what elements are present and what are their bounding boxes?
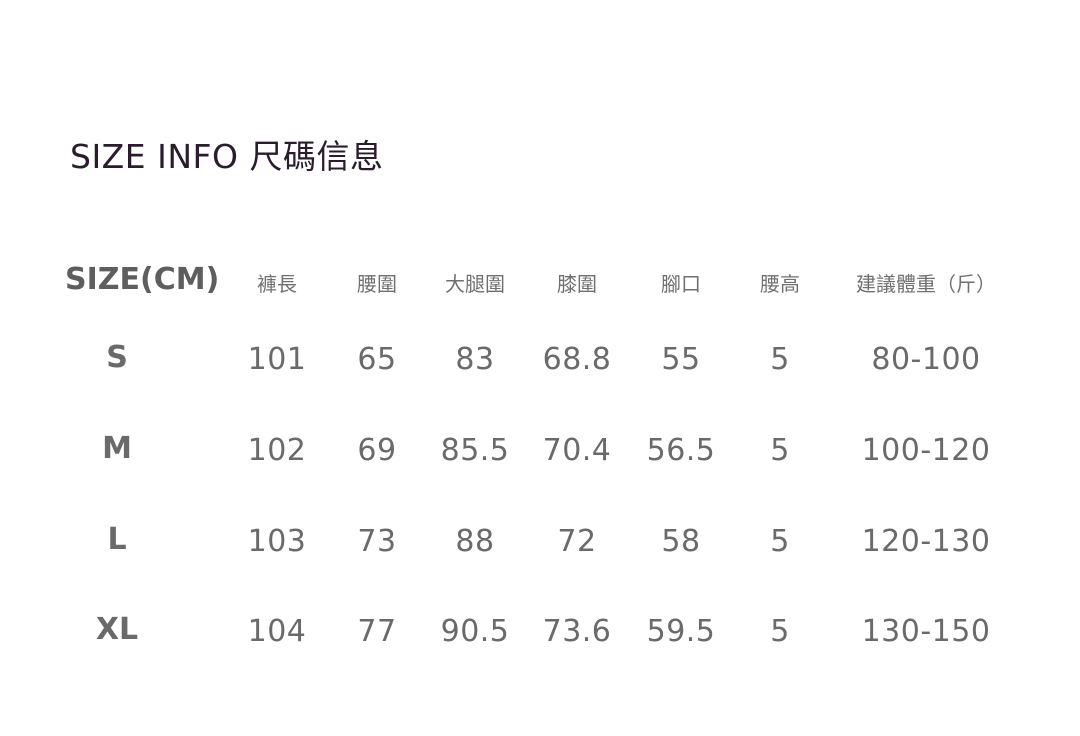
column-header-thigh: 大腿圍 bbox=[445, 272, 505, 296]
column-header-rise: 腰高 bbox=[760, 272, 800, 296]
table-cell: 72 bbox=[557, 524, 597, 559]
table-cell: 58 bbox=[661, 524, 701, 559]
table-row: L 103 73 88 72 58 5 120-130 bbox=[0, 522, 1080, 562]
table-cell: 100-120 bbox=[861, 433, 991, 468]
table-cell: 56.5 bbox=[646, 433, 716, 468]
table-cell: 65 bbox=[357, 342, 397, 377]
table-row: S 101 65 83 68.8 55 5 80-100 bbox=[0, 340, 1080, 380]
table-cell: 68.8 bbox=[542, 342, 612, 377]
table-cell: 102 bbox=[247, 433, 307, 468]
table-header-row: SIZE(CM) 褲長 腰圍 大腿圍 膝圍 腳口 腰高 建議體重（斤） bbox=[0, 262, 1080, 302]
table-cell: 69 bbox=[357, 433, 397, 468]
table-cell: 77 bbox=[357, 614, 397, 649]
table-cell: 73.6 bbox=[542, 614, 612, 649]
column-header-pants-length: 褲長 bbox=[257, 272, 297, 296]
table-cell: 120-130 bbox=[861, 524, 991, 559]
table-cell: 5 bbox=[770, 342, 790, 377]
column-header-hem: 腳口 bbox=[661, 272, 701, 296]
table-cell: 103 bbox=[247, 524, 307, 559]
column-header-waist: 腰圍 bbox=[357, 272, 397, 296]
table-cell: 101 bbox=[247, 342, 307, 377]
table-cell: 59.5 bbox=[646, 614, 716, 649]
table-row: M 102 69 85.5 70.4 56.5 5 100-120 bbox=[0, 431, 1080, 471]
row-size-label: XL bbox=[95, 612, 139, 647]
table-cell: 80-100 bbox=[871, 342, 981, 377]
row-size-label: S bbox=[106, 340, 128, 375]
size-column-header: SIZE(CM) bbox=[65, 262, 220, 297]
row-size-label: L bbox=[107, 522, 127, 557]
table-cell: 70.4 bbox=[542, 433, 612, 468]
table-cell: 90.5 bbox=[440, 614, 510, 649]
table-cell: 55 bbox=[661, 342, 701, 377]
page-title: SIZE INFO 尺碼信息 bbox=[70, 137, 384, 176]
column-header-recommended-weight: 建議體重（斤） bbox=[856, 272, 996, 296]
table-cell: 83 bbox=[455, 342, 495, 377]
table-cell: 73 bbox=[357, 524, 397, 559]
table-cell: 5 bbox=[770, 614, 790, 649]
table-cell: 88 bbox=[455, 524, 495, 559]
column-header-knee: 膝圍 bbox=[557, 272, 597, 296]
table-cell: 104 bbox=[247, 614, 307, 649]
table-cell: 5 bbox=[770, 433, 790, 468]
table-cell: 130-150 bbox=[861, 614, 991, 649]
table-cell: 5 bbox=[770, 524, 790, 559]
table-row: XL 104 77 90.5 73.6 59.5 5 130-150 bbox=[0, 612, 1080, 652]
row-size-label: M bbox=[102, 431, 132, 466]
table-cell: 85.5 bbox=[440, 433, 510, 468]
